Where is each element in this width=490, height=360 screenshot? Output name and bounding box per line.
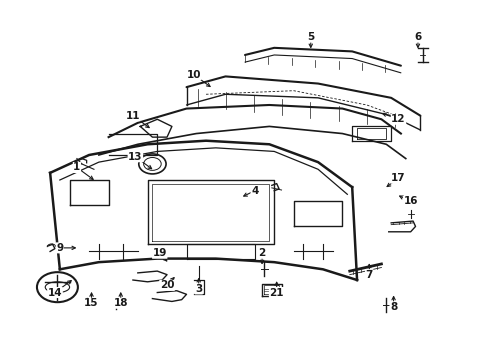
Text: 21: 21: [270, 288, 284, 297]
Text: 19: 19: [152, 248, 167, 258]
Text: 6: 6: [415, 32, 421, 42]
Text: 4: 4: [251, 186, 258, 196]
Text: 2: 2: [258, 248, 266, 258]
Text: 15: 15: [84, 298, 99, 308]
Text: 5: 5: [307, 32, 315, 42]
Text: 17: 17: [391, 173, 406, 183]
Text: 11: 11: [126, 111, 140, 121]
Text: 7: 7: [366, 270, 373, 280]
Text: 8: 8: [390, 302, 397, 312]
Text: 10: 10: [187, 69, 201, 80]
Text: 18: 18: [114, 298, 128, 308]
Text: 12: 12: [391, 114, 406, 124]
Text: 9: 9: [56, 243, 63, 253]
Text: 20: 20: [160, 280, 174, 291]
Text: 16: 16: [403, 197, 418, 206]
Text: 3: 3: [195, 284, 202, 294]
Text: 13: 13: [128, 152, 143, 162]
Text: 14: 14: [48, 288, 62, 297]
Text: 1: 1: [74, 162, 80, 172]
